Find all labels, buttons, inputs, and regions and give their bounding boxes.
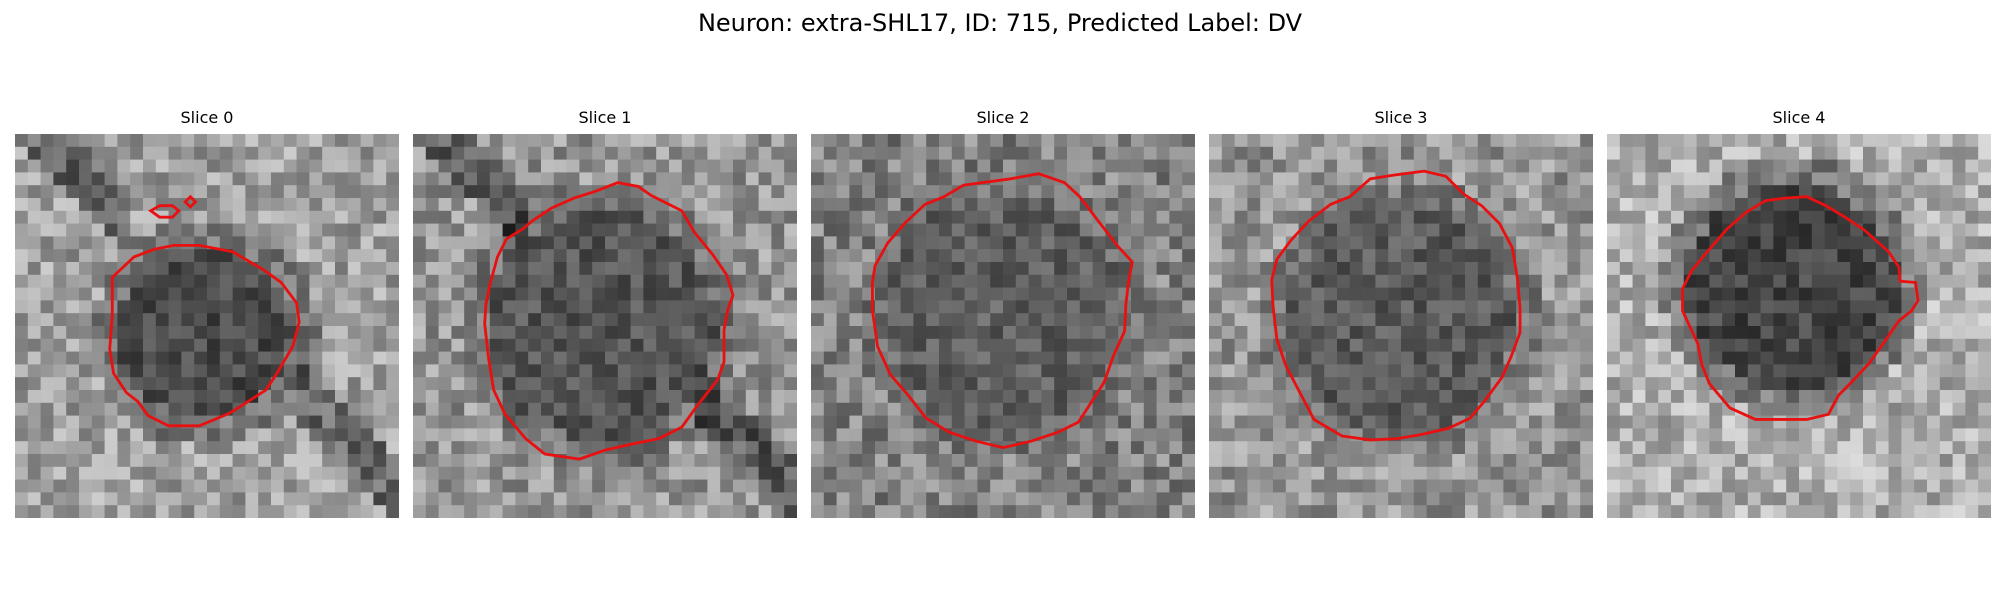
slice-panel-2: Slice 2 (811, 108, 1195, 518)
slice-panel-3: Slice 3 (1209, 108, 1593, 518)
slice-image (1209, 134, 1593, 518)
small-contour (183, 194, 198, 209)
cell-contour (483, 181, 735, 461)
figure-title: Neuron: extra-SHL17, ID: 715, Predicted … (697, 9, 1303, 37)
slice-title: Slice 2 (976, 108, 1030, 127)
cell-contour (1270, 169, 1522, 442)
slice-image (413, 134, 797, 518)
slice-title: Slice 3 (1374, 108, 1428, 127)
slice-panel-0: Slice 0 (15, 108, 399, 518)
slice-title: Slice 4 (1772, 108, 1826, 127)
slice-image (1607, 134, 1991, 518)
slice-panel-1: Slice 1 (413, 108, 797, 518)
cell-contour (871, 172, 1134, 450)
cell-contour (1681, 195, 1920, 421)
slice-image (15, 134, 399, 518)
slice-image (811, 134, 1195, 518)
slice-title: Slice 0 (180, 108, 234, 127)
cell-contour (108, 243, 301, 428)
slice-panel-4: Slice 4 (1607, 108, 1991, 518)
small-contour (148, 204, 181, 219)
slice-title: Slice 1 (578, 108, 632, 127)
